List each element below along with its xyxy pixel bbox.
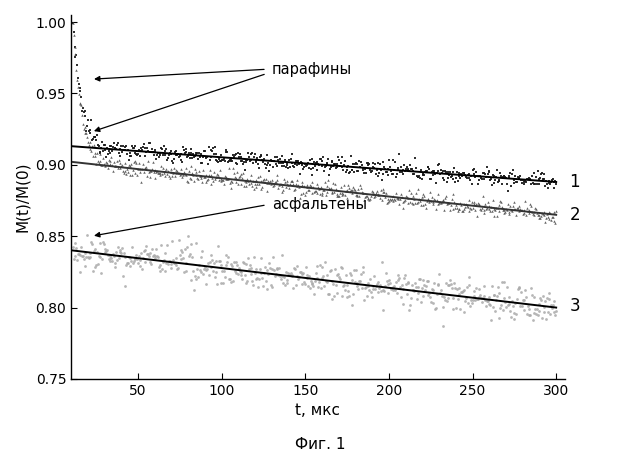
Text: парафины: парафины xyxy=(272,62,352,77)
Text: Фиг. 1: Фиг. 1 xyxy=(295,437,345,453)
Text: 1: 1 xyxy=(570,173,580,191)
Text: 3: 3 xyxy=(570,297,580,315)
Text: 2: 2 xyxy=(570,206,580,224)
Text: асфальтены: асфальтены xyxy=(272,197,367,213)
X-axis label: t, мкс: t, мкс xyxy=(295,403,340,418)
Y-axis label: M(t)/M(0): M(t)/M(0) xyxy=(15,162,30,232)
